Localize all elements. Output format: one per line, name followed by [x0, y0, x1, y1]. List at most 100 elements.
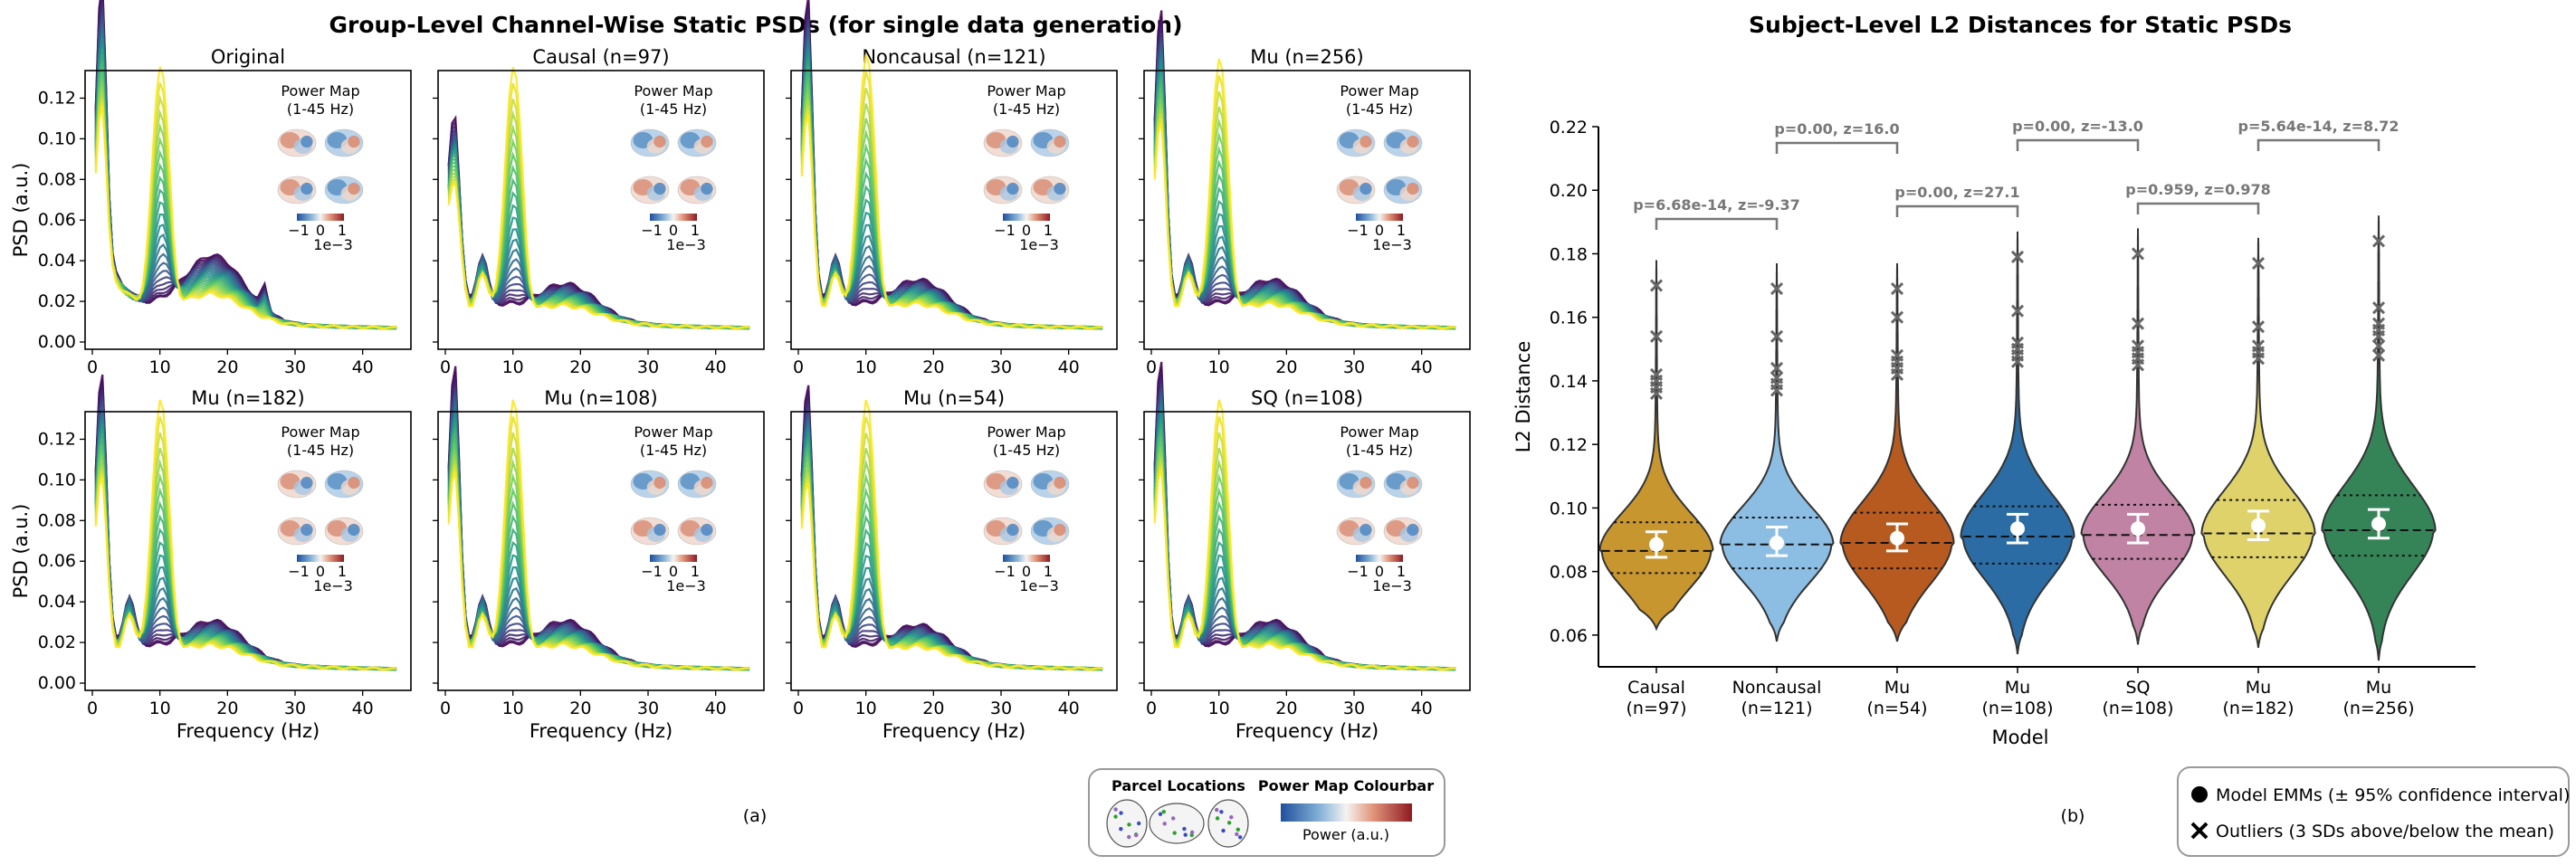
colorbar-tick: 1 — [338, 222, 347, 239]
violin-6: Mu(n=256) — [2321, 215, 2437, 718]
left-title: Group-Level Channel-Wise Static PSDs (fo… — [329, 12, 1182, 38]
inset-colorbar — [1003, 555, 1050, 562]
colorbar-scale: 1e−3 — [1372, 236, 1412, 253]
outlier-marker — [1649, 279, 1664, 292]
parcel-dot — [1229, 814, 1234, 820]
panel-frame — [84, 411, 412, 691]
colorbar-tick: −1 — [1347, 222, 1369, 239]
panel-frame — [1143, 70, 1471, 350]
legend-emm-label: Model EMMs (± 95% confidence interval) — [2216, 785, 2570, 805]
x-tick-label: 40 — [1058, 357, 1080, 377]
bracket — [1775, 141, 1899, 154]
brain-4-region-c — [701, 523, 713, 537]
category-n: (n=121) — [1741, 699, 1812, 718]
x-tick-label: 10 — [1208, 699, 1230, 718]
x-tick-label: 30 — [637, 357, 659, 377]
y-axis-label: PSD (a.u.) — [10, 504, 32, 599]
y-tick-label: 0.22 — [1550, 118, 1588, 138]
brain-2 — [677, 470, 717, 499]
outlier-marker — [1770, 329, 1784, 343]
psd-line — [447, 135, 750, 330]
x-tick-label: 20 — [216, 699, 238, 718]
mean-marker — [1770, 536, 1784, 551]
violin-body — [1839, 263, 1955, 642]
inset-colorbar — [297, 555, 344, 562]
brain-1-region-c — [1360, 135, 1372, 148]
category-name: SQ — [2125, 678, 2150, 698]
y-tick-label: 0.06 — [38, 210, 76, 230]
violin-chart: 0.06 0.08 0.10 0.12 0.14 0.16 0.18 0.20 0.22 L2 D… — [1512, 118, 2476, 748]
inset-title: Power Map — [1340, 423, 1418, 441]
brain-3-region-c — [1007, 182, 1019, 195]
parcel-dot — [1127, 834, 1131, 840]
brain-2-region-c — [701, 135, 713, 148]
category-n: (n=256) — [2342, 699, 2414, 718]
parcel-dot — [1189, 830, 1195, 835]
outlier-marker — [2371, 329, 2386, 343]
y-axis-label: L2 Distance — [1512, 341, 1534, 453]
colorbar-tick: 1 — [1397, 222, 1406, 239]
brain-2 — [324, 470, 364, 499]
x-tick-label: 10 — [149, 357, 171, 377]
violin-body — [2080, 228, 2196, 645]
category-name: Mu — [2005, 678, 2030, 698]
brain-1 — [1336, 470, 1376, 499]
brain-4-region-c — [701, 182, 713, 195]
psd-line — [447, 399, 750, 671]
brain-2-region-c — [348, 135, 360, 148]
x-tick-label: 30 — [990, 699, 1012, 718]
parcel-dot — [1134, 832, 1139, 838]
outlier-marker — [1890, 282, 1904, 296]
x-tick-label: 20 — [1275, 357, 1297, 377]
brain-2 — [324, 128, 364, 157]
x-tick-label: 30 — [1343, 699, 1365, 718]
parcel-brain-0 — [1106, 799, 1148, 848]
psd-line — [94, 399, 397, 671]
category-name: Mu — [2366, 678, 2391, 698]
brain-3 — [1336, 176, 1376, 204]
parcel-dot — [1215, 807, 1219, 813]
x-tick-label: 40 — [705, 357, 727, 377]
parcel-dot — [1171, 816, 1176, 821]
brain-1 — [983, 128, 1023, 157]
parcel-dot — [1127, 822, 1131, 827]
significance-annotation-5: p=5.64e-14, z=8.72 — [2238, 118, 2399, 151]
brain-4 — [324, 517, 364, 546]
panel-title: SQ (n=108) — [1251, 387, 1363, 409]
brain-3 — [983, 517, 1023, 546]
brain-4-region-c — [1407, 523, 1419, 537]
x-tick-label: 10 — [502, 699, 524, 718]
violin-2: Mu(n=54) — [1839, 263, 1955, 718]
x-tick-label: 20 — [1275, 699, 1297, 718]
outlier-marker — [2251, 320, 2266, 334]
brain-4 — [677, 517, 717, 546]
brain-1-region-c — [301, 476, 313, 490]
parcel-dot — [1158, 812, 1163, 816]
y-tick-label: 0.06 — [1550, 626, 1588, 646]
x-tick-label: 10 — [502, 357, 524, 377]
psd-line — [800, 399, 1103, 671]
brain-3-region-c — [654, 523, 666, 537]
y-tick-label: 0.02 — [38, 632, 76, 652]
brain-3-region-c — [1360, 523, 1372, 537]
parcel-dot — [1119, 827, 1123, 832]
brain-2 — [1383, 128, 1423, 157]
panel-title: Mu (n=182) — [191, 387, 304, 409]
inset-title: Power Map — [634, 82, 712, 100]
outlier-marker — [1649, 386, 1664, 401]
outlier-marker — [2371, 348, 2386, 362]
colorbar-tick: 0 — [316, 222, 325, 239]
category-name: Causal — [1627, 678, 1685, 698]
violin-body — [2200, 237, 2316, 649]
x-tick-label: 30 — [637, 699, 659, 718]
brain-2-region-c — [701, 476, 713, 490]
outlier-marker — [2131, 317, 2145, 330]
x-tick-label: 0 — [440, 699, 451, 718]
inset-colorbar — [650, 214, 697, 221]
colorbar-tick: 0 — [1375, 222, 1384, 239]
colorbar-tick: 1 — [691, 563, 700, 580]
brain-3 — [983, 176, 1023, 204]
panel-frame — [84, 70, 412, 350]
colorbar-tick: 0 — [1375, 563, 1384, 580]
